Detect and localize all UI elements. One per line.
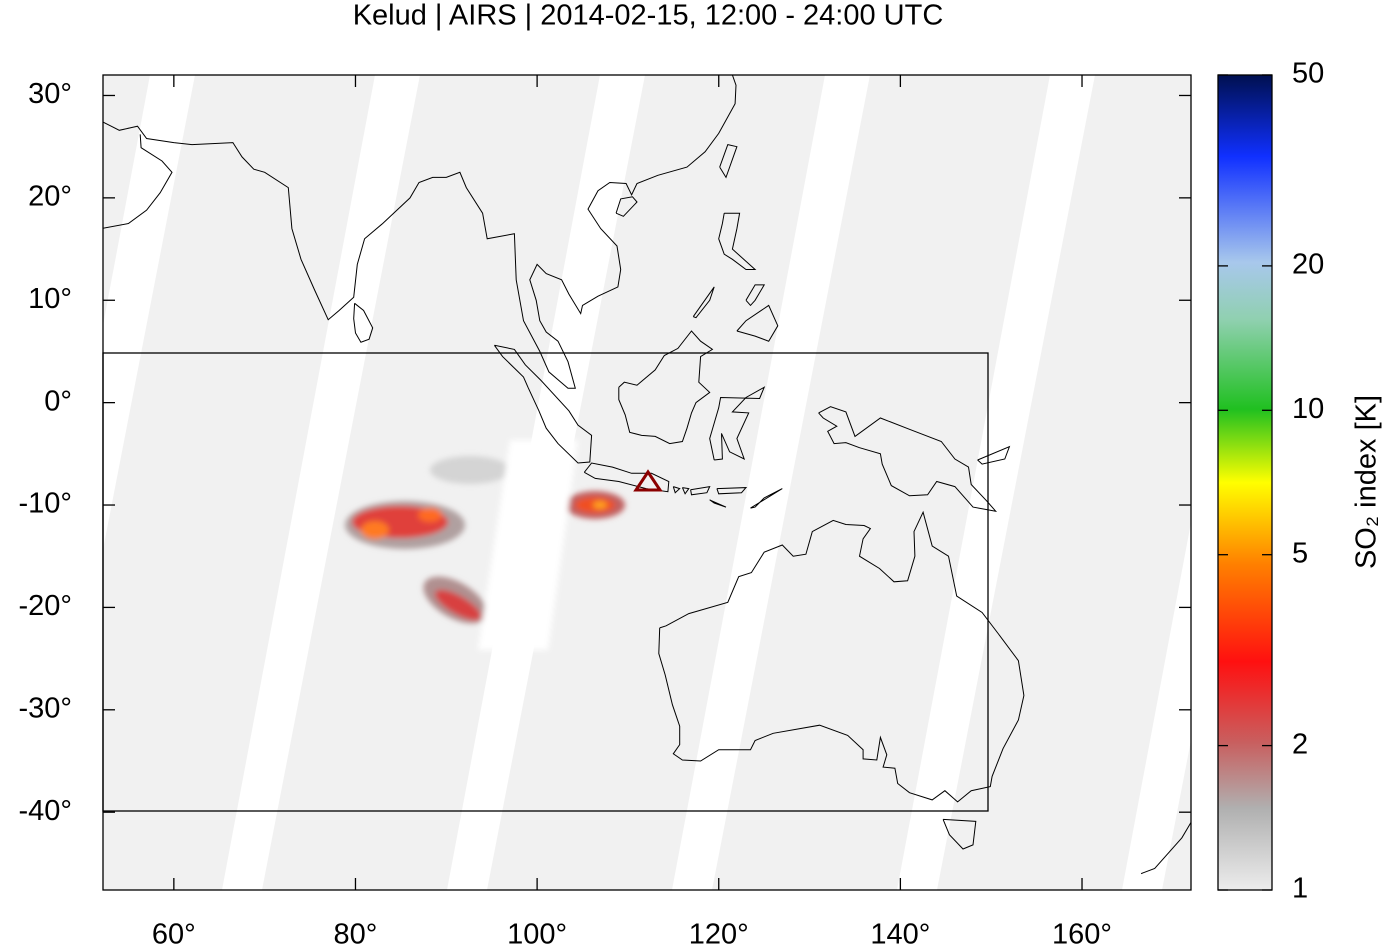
coastline <box>583 462 670 493</box>
x-tick-label: 60° <box>152 919 196 950</box>
y-tick-label: -10° <box>18 488 72 520</box>
volcano-marker <box>633 469 663 492</box>
coastline <box>818 406 998 512</box>
coastline <box>942 818 977 850</box>
y-tick-label: -20° <box>18 590 72 622</box>
coastline <box>719 144 738 179</box>
coastline <box>615 196 638 217</box>
coastline <box>716 487 748 495</box>
coastline <box>977 445 1011 465</box>
chart-title: Kelud | AIRS | 2014-02-15, 12:00 - 24:00… <box>353 0 944 32</box>
swath-gap <box>897 75 1095 890</box>
y-tick-label: 30° <box>28 78 72 110</box>
y-tick-label: -40° <box>18 795 72 827</box>
x-tick-label: 120° <box>689 919 749 950</box>
coastline <box>692 286 715 319</box>
x-tick-label: 80° <box>334 919 378 950</box>
x-tick-label: 160° <box>1052 919 1112 950</box>
coastline <box>709 386 766 461</box>
coastline <box>745 284 766 307</box>
y-tick-label: 10° <box>28 283 72 315</box>
colorbar-tick-label: 5 <box>1292 537 1308 569</box>
coastline <box>658 510 1025 803</box>
colorbar-tick-label: 50 <box>1292 58 1324 90</box>
coastline <box>709 499 727 508</box>
swath-gap <box>103 75 195 550</box>
coastline <box>103 134 173 229</box>
y-tick-label: 20° <box>28 181 72 213</box>
coastline <box>736 304 779 342</box>
coastline <box>672 486 681 494</box>
map-area <box>103 75 1191 890</box>
y-tick-label: 0° <box>44 385 72 417</box>
coastline <box>750 488 783 509</box>
y-tick-label: -30° <box>18 692 72 724</box>
coastline <box>618 330 714 445</box>
colorbar-tick-label: 10 <box>1292 393 1324 425</box>
colorbar-tick-label: 2 <box>1292 728 1308 760</box>
coastline <box>1140 821 1191 875</box>
swath-gap <box>1122 522 1191 890</box>
coastline <box>493 344 593 464</box>
colorbar-label: SO₂ index [K] <box>1351 395 1383 569</box>
x-tick-label: 100° <box>507 919 567 950</box>
swath-gap <box>672 75 870 890</box>
coastline <box>681 487 690 495</box>
colorbar-tick-label: 20 <box>1292 249 1324 281</box>
swath-gap <box>222 75 420 890</box>
coastline <box>690 485 711 496</box>
x-tick-label: 140° <box>870 919 930 950</box>
plot-frame <box>102 74 1192 891</box>
coastline <box>103 75 737 389</box>
colorbar <box>1217 74 1273 891</box>
coastlines <box>103 75 1191 875</box>
so2-plume <box>345 440 625 650</box>
colorbar-tick-label: 1 <box>1292 873 1308 905</box>
coastline <box>353 302 374 343</box>
coastline <box>718 212 757 270</box>
